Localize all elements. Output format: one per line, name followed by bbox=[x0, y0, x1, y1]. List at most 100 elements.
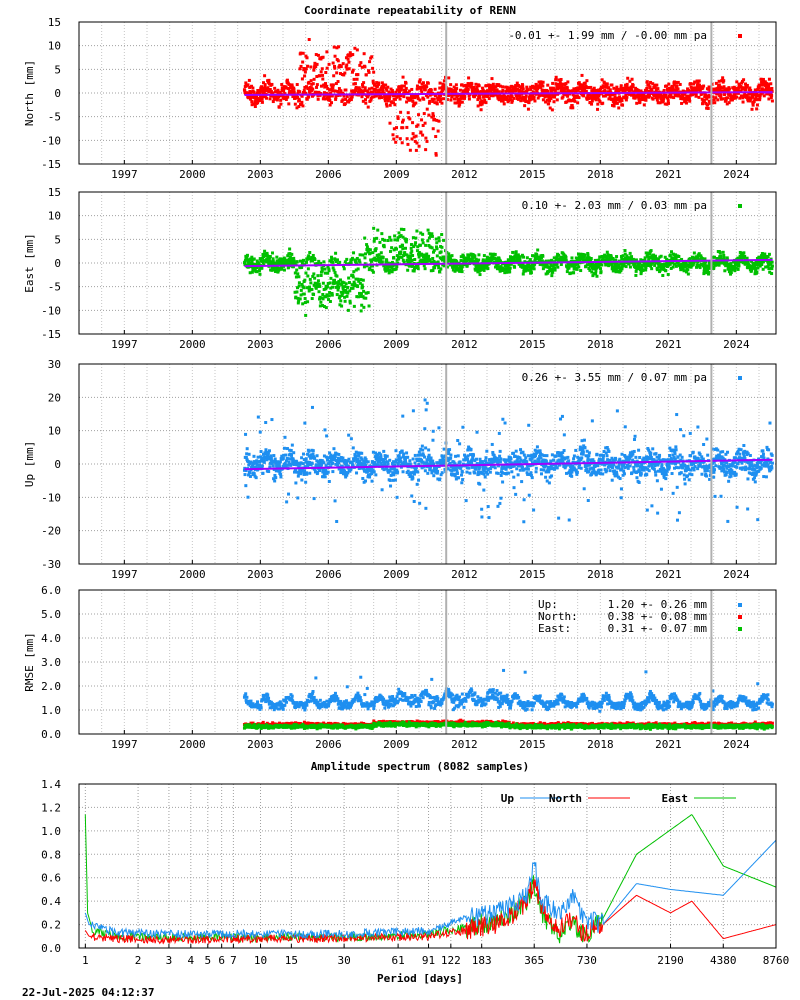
data-point bbox=[276, 460, 280, 464]
data-point bbox=[308, 471, 312, 475]
data-point bbox=[399, 456, 403, 460]
data-point bbox=[282, 446, 286, 450]
data-point bbox=[286, 95, 290, 99]
data-point bbox=[305, 472, 309, 476]
data-point bbox=[481, 90, 485, 94]
data-point bbox=[539, 262, 543, 266]
data-point bbox=[501, 99, 505, 103]
data-point bbox=[667, 82, 671, 86]
plot-frame bbox=[78, 191, 777, 335]
data-point bbox=[316, 53, 320, 57]
data-point bbox=[488, 83, 492, 87]
data-point bbox=[755, 92, 759, 96]
data-point bbox=[316, 97, 320, 101]
data-point bbox=[440, 90, 444, 94]
data-point bbox=[532, 97, 536, 101]
data-point bbox=[275, 255, 279, 259]
data-point bbox=[480, 264, 484, 268]
data-point bbox=[457, 93, 461, 97]
data-point bbox=[554, 258, 558, 262]
data-point bbox=[425, 139, 429, 143]
data-point bbox=[649, 264, 653, 268]
data-point bbox=[313, 61, 317, 65]
data-point bbox=[583, 81, 587, 85]
data-point bbox=[491, 82, 495, 86]
data-point bbox=[743, 82, 747, 86]
data-point bbox=[667, 94, 671, 98]
data-point bbox=[629, 85, 633, 89]
data-point bbox=[485, 84, 489, 88]
data-point bbox=[678, 82, 682, 86]
data-point bbox=[396, 238, 400, 242]
x-tick-label: 2024 bbox=[723, 568, 750, 581]
data-point bbox=[449, 87, 453, 91]
data-point bbox=[715, 92, 719, 96]
data-point bbox=[301, 452, 305, 456]
data-point bbox=[441, 87, 445, 91]
data-point bbox=[503, 95, 507, 99]
data-point bbox=[375, 81, 379, 85]
data-point bbox=[282, 88, 286, 92]
data-point bbox=[345, 63, 349, 67]
data-point bbox=[343, 295, 347, 299]
data-point bbox=[763, 252, 767, 256]
data-point bbox=[429, 269, 433, 273]
data-point bbox=[330, 257, 334, 261]
data-point bbox=[429, 456, 433, 460]
data-point bbox=[258, 430, 262, 434]
data-point bbox=[473, 471, 477, 475]
data-point bbox=[717, 257, 721, 261]
data-point bbox=[308, 91, 312, 95]
data-point bbox=[524, 94, 528, 98]
data-point bbox=[501, 88, 505, 92]
x-tick-label: 2009 bbox=[383, 338, 410, 351]
data-point bbox=[299, 293, 303, 297]
data-point bbox=[269, 260, 273, 264]
data-point bbox=[442, 79, 446, 83]
data-point bbox=[588, 100, 592, 104]
data-point bbox=[249, 257, 253, 261]
data-point bbox=[404, 89, 408, 93]
data-point bbox=[399, 110, 403, 114]
data-point bbox=[437, 266, 441, 270]
data-point bbox=[451, 89, 455, 93]
x-tick-label: 2009 bbox=[383, 568, 410, 581]
data-point bbox=[618, 270, 622, 274]
data-point bbox=[637, 92, 641, 96]
data-point bbox=[385, 104, 389, 108]
data-point bbox=[351, 273, 355, 277]
data-point bbox=[415, 141, 419, 145]
data-point bbox=[316, 274, 320, 278]
data-point bbox=[303, 297, 307, 301]
data-point bbox=[385, 88, 389, 92]
data-point bbox=[464, 256, 468, 260]
data-point bbox=[479, 108, 483, 112]
data-point bbox=[302, 67, 306, 71]
data-point bbox=[361, 476, 365, 480]
data-point bbox=[569, 271, 573, 275]
data-point bbox=[274, 476, 278, 480]
data-point bbox=[243, 263, 247, 267]
data-point bbox=[280, 86, 284, 90]
data-point bbox=[337, 296, 341, 300]
data-point bbox=[312, 497, 316, 501]
data-point bbox=[426, 259, 430, 263]
data-point bbox=[373, 455, 377, 459]
data-point bbox=[683, 263, 687, 267]
data-point bbox=[290, 89, 294, 93]
data-point bbox=[402, 228, 406, 232]
data-point bbox=[370, 86, 374, 90]
data-point bbox=[657, 261, 661, 265]
data-point bbox=[551, 264, 555, 268]
data-point bbox=[645, 254, 649, 258]
data-point bbox=[364, 291, 368, 295]
y-tick-label: 30 bbox=[48, 358, 61, 371]
data-point bbox=[399, 234, 403, 238]
data-point bbox=[395, 265, 399, 269]
data-point bbox=[474, 88, 478, 92]
data-point bbox=[335, 274, 339, 278]
data-point bbox=[616, 87, 620, 91]
data-point bbox=[763, 88, 767, 92]
data-point bbox=[516, 97, 520, 101]
data-point bbox=[572, 271, 576, 275]
